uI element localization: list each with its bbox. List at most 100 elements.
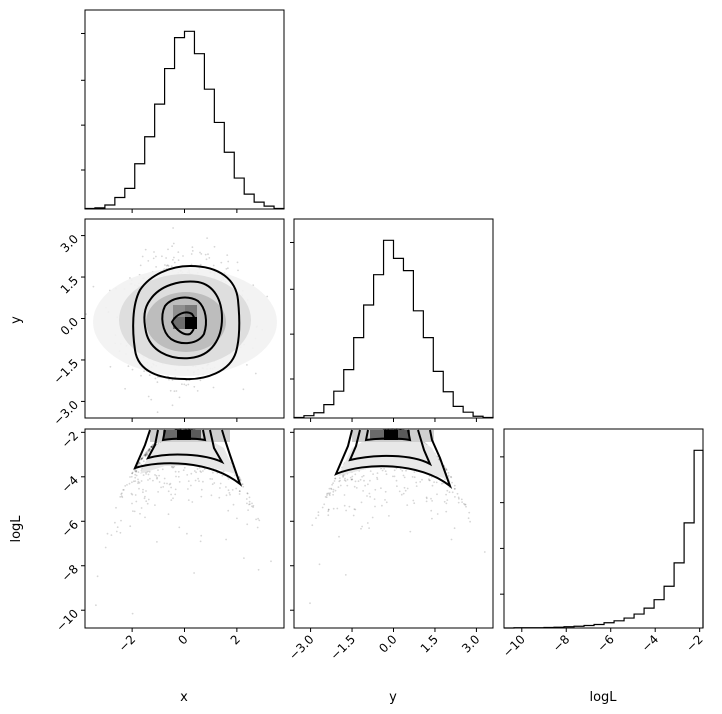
sample-point (150, 445, 153, 448)
sample-point (134, 473, 137, 476)
sample-point (85, 313, 87, 315)
sample-point (225, 268, 228, 270)
sample-point (376, 476, 378, 479)
sample-point (145, 451, 148, 453)
sample-point (198, 467, 201, 469)
sample-point (174, 493, 177, 496)
sample-point (120, 493, 123, 495)
sample-point (450, 475, 452, 478)
sample-point (121, 492, 123, 495)
sample-point (138, 481, 141, 484)
sample-point (131, 471, 134, 474)
x-tick-label: −10 (500, 632, 528, 660)
sample-point (157, 491, 160, 493)
sample-point (147, 451, 149, 454)
contour-yl-inner (364, 429, 412, 442)
sample-point (199, 540, 202, 543)
sample-point (323, 503, 326, 506)
sample-point (170, 499, 173, 501)
sample-point (445, 468, 448, 471)
sample-point (327, 492, 330, 495)
sample-point (95, 604, 97, 607)
hist-x-bin-8 (165, 69, 175, 209)
hist-logL-bin-15 (654, 600, 664, 628)
sample-point (330, 488, 333, 490)
sample-point (130, 475, 133, 478)
panel-hist-y (290, 218, 494, 422)
sample-point (181, 383, 183, 386)
sample-point (232, 503, 235, 506)
sample-point (353, 508, 356, 511)
sample-point (467, 517, 470, 520)
sample-point (425, 496, 428, 499)
sample-point (158, 474, 161, 477)
sample-point (134, 494, 137, 496)
sample-point (210, 494, 213, 497)
sample-point (399, 468, 402, 470)
sample-point (453, 487, 456, 490)
sample-point (431, 484, 434, 487)
sample-point (149, 448, 151, 451)
sample-point (238, 490, 241, 492)
sample-point (183, 383, 186, 386)
sample-point (149, 448, 152, 451)
sample-point (144, 454, 146, 457)
sample-point (405, 469, 407, 472)
sample-point (183, 466, 186, 469)
sample-point (236, 517, 238, 520)
sample-point (161, 468, 164, 471)
sample-point (170, 265, 173, 268)
sample-point (167, 265, 170, 267)
sample-point (257, 568, 260, 571)
sample-point (143, 454, 145, 457)
sample-point (140, 458, 142, 461)
sample-point (148, 450, 151, 453)
hist-y-bin-6 (354, 338, 364, 418)
sample-point (345, 509, 347, 512)
sample-point (374, 505, 376, 508)
sample-point (161, 255, 163, 258)
density-yl-core-b (384, 430, 398, 440)
sample-point (371, 516, 374, 519)
sample-point (171, 466, 174, 469)
sample-point (168, 378, 170, 381)
hist-y-bin-15 (443, 392, 453, 418)
hist-y-bin-9 (384, 240, 394, 418)
hist-x-bin-4 (125, 188, 135, 209)
sample-point (403, 486, 406, 489)
sample-point (348, 505, 351, 508)
sample-point (361, 525, 363, 528)
sample-point (138, 462, 140, 465)
sample-point (327, 508, 330, 511)
sample-point (373, 498, 376, 500)
sample-point (255, 518, 257, 521)
hist-y-outline (293, 239, 494, 419)
sample-point (445, 469, 448, 471)
sample-point (248, 503, 250, 506)
hist-x-bin-5 (135, 164, 145, 209)
sample-point (187, 480, 190, 482)
sample-point (457, 501, 460, 504)
sample-point (395, 479, 398, 482)
sample-point (150, 398, 153, 401)
hist-x-bin-14 (224, 152, 234, 209)
sample-point (354, 480, 357, 483)
sample-point (430, 497, 432, 500)
sample-point (258, 519, 261, 522)
sample-point (428, 478, 430, 481)
sample-point (330, 487, 332, 490)
x-tick-label: 0 (175, 632, 190, 647)
contour-yl-outer (334, 429, 453, 489)
sample-point (187, 488, 189, 490)
sample-point (443, 500, 446, 503)
sample-point (228, 492, 231, 494)
sample-point (147, 450, 150, 452)
sample-point (237, 269, 239, 272)
sample-point (381, 469, 384, 472)
density-yl-outer (338, 440, 450, 480)
sample-point (450, 476, 453, 479)
sample-point (327, 508, 330, 511)
density-y-logL (338, 430, 450, 480)
panel-hist-x (81, 9, 285, 213)
sample-point (138, 461, 141, 464)
